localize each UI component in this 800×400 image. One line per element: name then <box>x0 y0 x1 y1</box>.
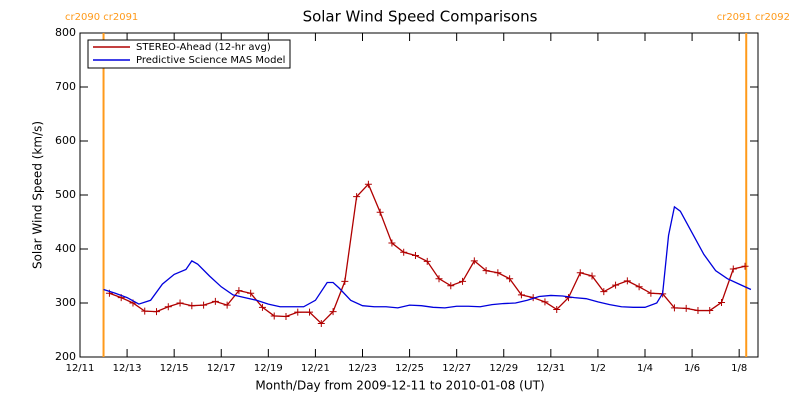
data-point <box>176 299 184 307</box>
x-tick-label: 12/13 <box>113 363 142 374</box>
data-point <box>647 289 655 297</box>
data-point <box>188 302 196 310</box>
series-line <box>103 205 752 309</box>
data-point <box>400 248 408 256</box>
y-tick-label: 800 <box>55 26 76 39</box>
x-tick-label: 1/4 <box>637 363 653 374</box>
carrington-label: cr2090 cr2091 <box>65 12 138 23</box>
data-point <box>612 281 620 289</box>
data-point <box>506 275 514 283</box>
data-point <box>741 262 749 270</box>
y-tick-label: 300 <box>55 296 76 309</box>
data-point <box>317 320 325 328</box>
data-point <box>494 269 502 277</box>
data-point <box>376 208 384 216</box>
x-tick-label: 12/15 <box>160 363 189 374</box>
data-point <box>482 267 490 275</box>
data-point <box>706 307 714 315</box>
data-point <box>600 288 608 296</box>
data-point <box>258 303 266 311</box>
data-point <box>682 304 690 312</box>
x-tick-label: 1/6 <box>684 363 700 374</box>
data-point <box>541 298 549 306</box>
y-tick-label: 400 <box>55 242 76 255</box>
data-point <box>164 303 172 311</box>
data-point <box>223 301 231 309</box>
carrington-label: cr2091 cr2092 <box>717 12 790 23</box>
legend-label: STEREO-Ahead (12-hr avg) <box>136 42 271 53</box>
x-tick-label: 12/29 <box>489 363 518 374</box>
x-tick-label: 12/25 <box>395 363 424 374</box>
data-point <box>306 308 314 316</box>
data-point <box>670 304 678 312</box>
x-tick-label: 12/21 <box>301 363 330 374</box>
data-point <box>211 297 219 305</box>
data-point <box>423 257 431 265</box>
legend-label: Predictive Science MAS Model <box>136 55 285 66</box>
data-point <box>718 298 726 306</box>
y-tick-label: 200 <box>55 350 76 363</box>
data-point <box>694 307 702 315</box>
data-point <box>388 239 396 247</box>
data-point <box>517 291 525 299</box>
data-point <box>235 287 243 295</box>
data-point <box>588 272 596 280</box>
data-point <box>294 308 302 316</box>
y-tick-label: 500 <box>55 188 76 201</box>
data-point <box>729 265 737 273</box>
data-point <box>623 277 631 285</box>
data-point <box>270 312 278 320</box>
data-point <box>411 251 419 259</box>
data-point <box>576 269 584 277</box>
x-tick-label: 12/23 <box>348 363 377 374</box>
data-point <box>153 308 161 316</box>
x-tick-label: 1/2 <box>590 363 606 374</box>
data-point <box>141 307 149 315</box>
y-tick-label: 600 <box>55 134 76 147</box>
x-tick-label: 1/8 <box>731 363 747 374</box>
chart-title: Solar Wind Speed Comparisons <box>303 8 538 26</box>
data-point <box>553 305 561 313</box>
series-line <box>109 183 746 325</box>
data-point <box>353 193 361 201</box>
y-tick-label: 700 <box>55 80 76 93</box>
x-axis-label: Month/Day from 2009-12-11 to 2010-01-08 … <box>255 379 544 393</box>
data-point <box>200 301 208 309</box>
x-tick-label: 12/11 <box>66 363 95 374</box>
data-point <box>341 277 349 285</box>
data-point <box>635 283 643 291</box>
data-point <box>459 277 467 285</box>
legend-box <box>87 39 291 69</box>
data-point <box>282 313 290 320</box>
x-tick-label: 12/17 <box>207 363 236 374</box>
plot-frame <box>79 32 759 358</box>
x-tick-label: 12/27 <box>442 363 471 374</box>
data-point <box>329 308 337 316</box>
data-point <box>247 289 255 297</box>
x-tick-label: 12/19 <box>254 363 283 374</box>
data-point <box>470 257 478 265</box>
data-point <box>435 275 443 283</box>
x-tick-label: 12/31 <box>536 363 565 374</box>
y-axis-label: Solar Wind Speed (km/s) <box>31 121 45 269</box>
data-point <box>364 180 372 188</box>
data-point <box>447 282 455 290</box>
